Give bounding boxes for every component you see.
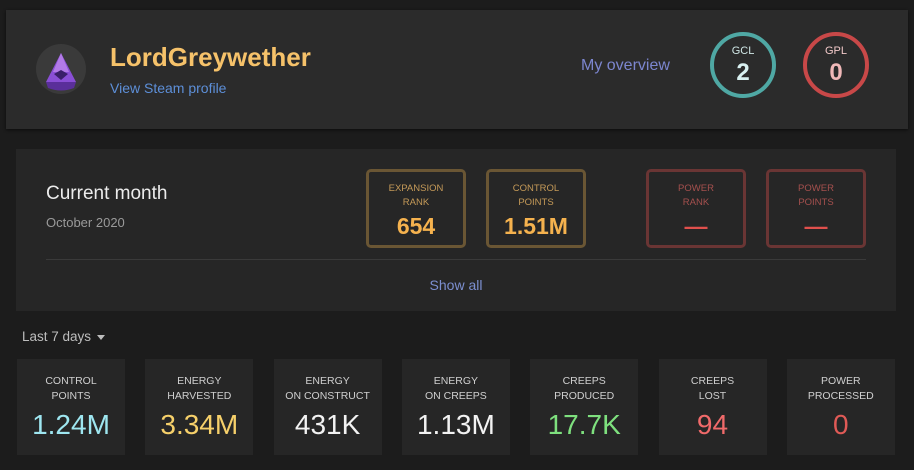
weekly-card-creeps-produced: CREEPS PRODUCED 17.7K [530, 359, 639, 455]
control-points-value: 1.51M [504, 213, 568, 239]
weekly-card-label: CREEPS PRODUCED [554, 375, 615, 402]
player-avatar-icon[interactable] [36, 44, 86, 94]
weekly-card-label: CONTROL POINTS [45, 375, 97, 402]
weekly-card-value: 1.24M [32, 409, 110, 440]
power-rank-value: — [684, 213, 708, 239]
weekly-card-value: 17.7K [547, 409, 621, 440]
weekly-card-energy-harvested: ENERGY HARVESTED 3.34M [145, 359, 254, 455]
weekly-card-energy-on-construct: ENERGY ON CONSTRUCT 431K [273, 359, 382, 455]
weekly-card-control-points: CONTROL POINTS 1.24M [17, 359, 125, 455]
show-all-link[interactable]: Show all [429, 277, 483, 293]
weekly-card-value: 0 [833, 409, 849, 440]
expansion-rank-box: EXPANSION RANK 654 [366, 169, 466, 248]
weekly-card-label: ENERGY ON CONSTRUCT [285, 375, 370, 402]
current-month-date: October 2020 [46, 215, 125, 230]
gpl-value: 0 [829, 59, 843, 86]
time-range-label: Last 7 days [22, 329, 92, 344]
divider [46, 259, 866, 260]
weekly-card-label: CREEPS LOST [690, 375, 735, 402]
weekly-card-energy-on-creeps: ENERGY ON CREEPS 1.13M [401, 359, 510, 455]
my-overview-link[interactable]: My overview [581, 57, 670, 74]
gpl-badge: GPL 0 [803, 32, 869, 98]
gpl-label: GPL [824, 45, 847, 57]
profile-header: LordGreywether View Steam profile My ove… [6, 10, 908, 129]
weekly-card-label: ENERGY HARVESTED [167, 375, 232, 402]
weekly-card-label: POWER PROCESSED [807, 375, 874, 402]
view-steam-profile-link[interactable]: View Steam profile [110, 80, 227, 96]
control-points-label: CONTROL POINTS [512, 183, 560, 208]
power-rank-box: POWER RANK — [646, 169, 746, 248]
weekly-card-value: 94 [696, 409, 729, 440]
weekly-card-value: 431K [294, 409, 361, 440]
expansion-rank-value: 654 [396, 213, 436, 239]
weekly-card-value: 1.13M [416, 409, 495, 440]
power-points-label: POWER POINTS [798, 183, 834, 208]
gcl-badge: GCL 2 [710, 32, 776, 98]
power-points-box: POWER POINTS — [766, 169, 866, 248]
weekly-card-value: 3.34M [160, 409, 239, 440]
power-rank-label: POWER RANK [678, 183, 714, 208]
weekly-card-label: ENERGY ON CREEPS [424, 375, 487, 402]
caret-down-icon [97, 334, 106, 340]
weekly-card-creeps-lost: CREEPS LOST 94 [658, 359, 767, 455]
power-points-value: — [804, 213, 828, 239]
expansion-rank-label: EXPANSION RANK [388, 183, 444, 208]
current-month-title: Current month [46, 183, 168, 204]
current-month-panel: Current month October 2020 EXPANSION RANK… [16, 149, 896, 311]
control-points-box: CONTROL POINTS 1.51M [486, 169, 586, 248]
time-range-dropdown[interactable]: Last 7 days [22, 329, 106, 344]
username: LordGreywether [110, 42, 311, 72]
gcl-value: 2 [736, 59, 750, 86]
weekly-card-power-processed: POWER PROCESSED 0 [786, 359, 895, 455]
gcl-label: GCL [731, 45, 755, 57]
